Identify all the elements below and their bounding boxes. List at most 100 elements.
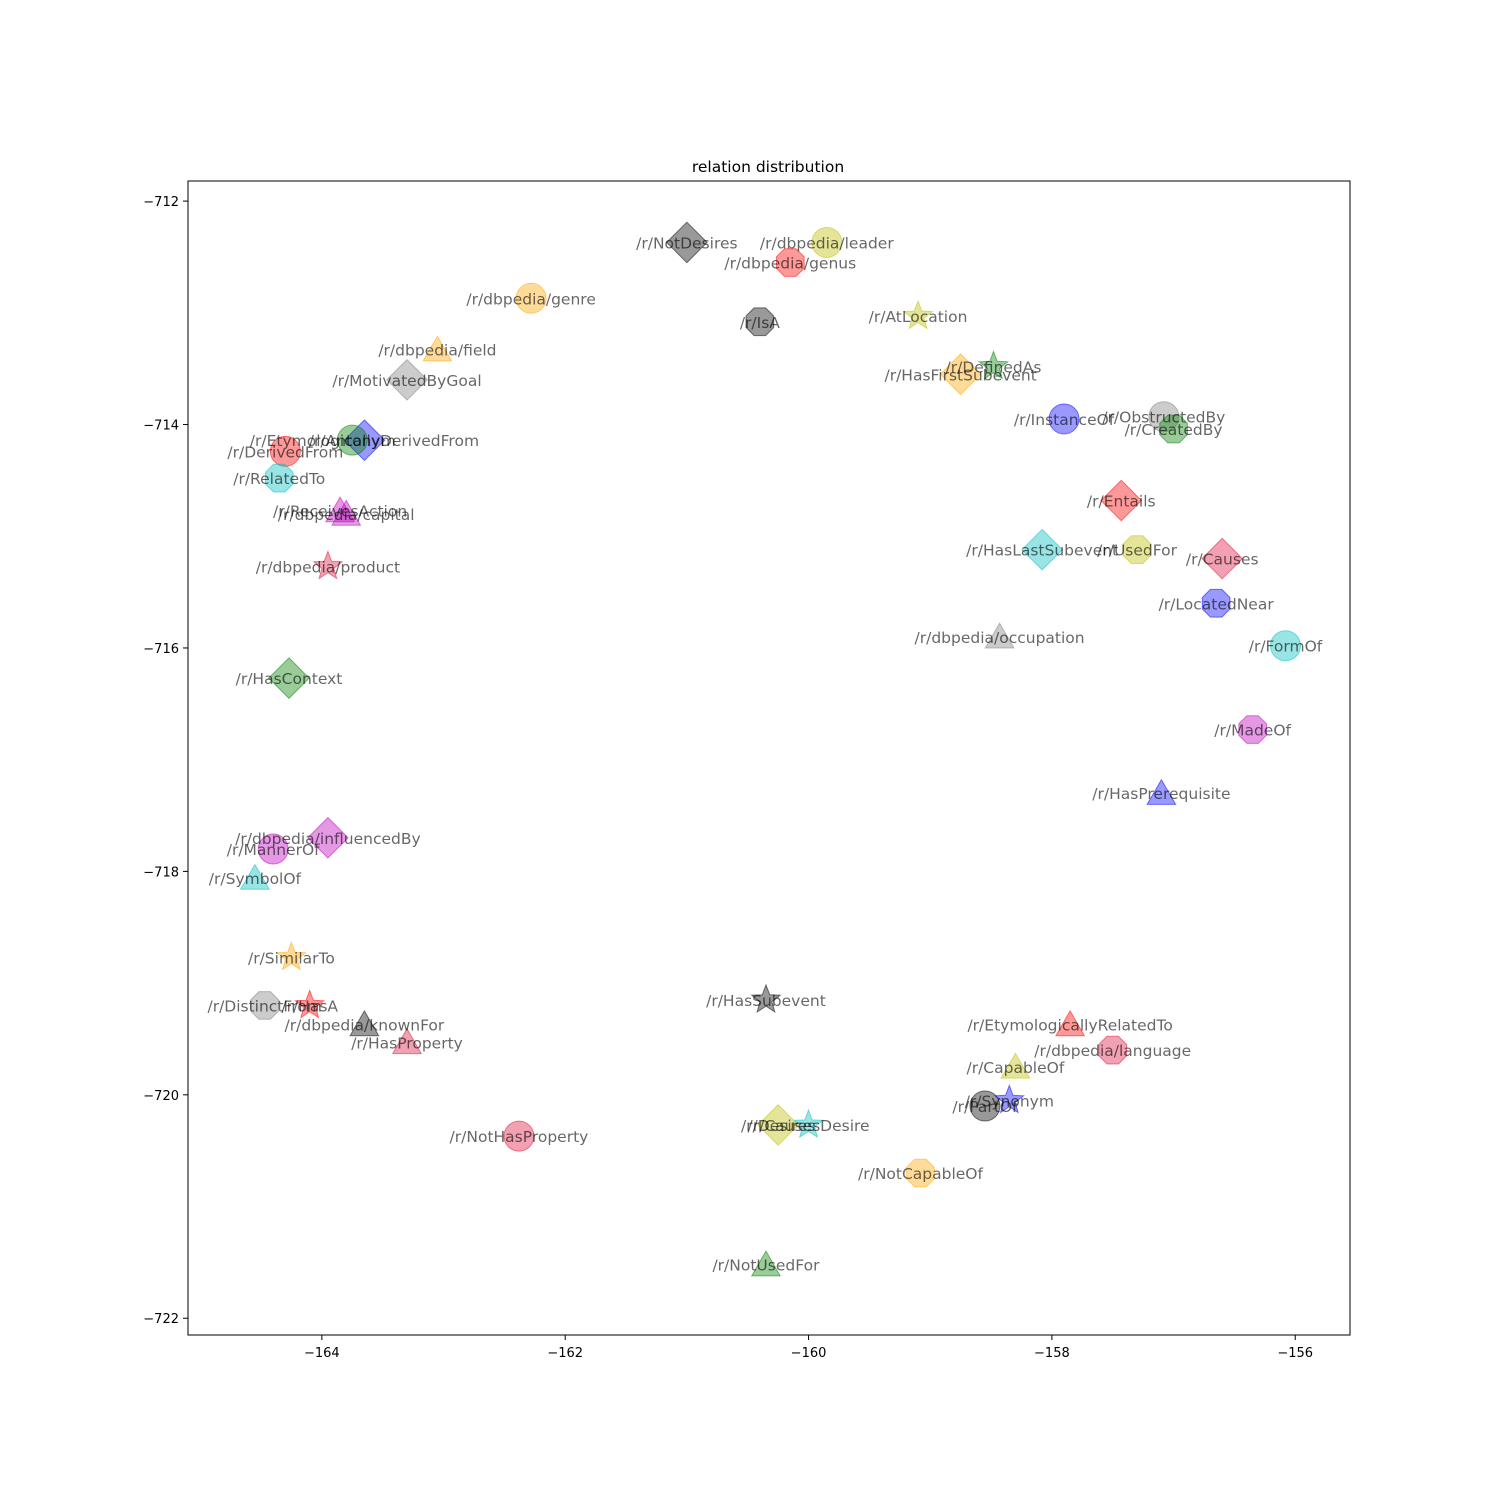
data-point [1098,1035,1128,1065]
data-point [422,335,453,362]
point-label: /r/dbpedia/genus [724,255,856,273]
data-point [984,622,1015,649]
data-point [665,221,708,264]
point-label: /r/PartOf [952,1098,1018,1116]
y-tick-label: −712 [143,195,179,210]
point-label: /r/HasLastSubevent [966,542,1118,560]
point-label: /r/LocatedNear [1159,595,1275,613]
marker-layer [239,221,1302,1277]
data-point [1146,778,1177,805]
point-label: /r/SymbolOf [209,870,302,888]
point-label: /r/HasPrerequisite [1092,785,1230,803]
point-label: /r/DistinctFrom [207,997,321,1015]
data-point [331,499,362,526]
data-point [977,349,1010,380]
data-point [750,983,782,1014]
point-label: /r/HasProperty [351,1034,463,1052]
point-label: /r/NotDesires [636,234,737,252]
data-point [757,1103,800,1146]
point-label: /r/NotUsedFor [712,1257,820,1275]
y-tick-label: −720 [143,1089,179,1104]
data-point [902,299,934,330]
point-label: /r/HasContext [236,670,343,688]
point-label: /r/SimilarTo [248,949,335,967]
data-point [386,358,429,401]
point-label: /r/MotivatedByGoal [332,372,481,390]
data-point [811,226,843,258]
x-tick-label: −162 [547,1346,583,1361]
point-label: /r/InstanceOf [1014,411,1115,429]
axis-ticks: −164 −162 −160 −158 −156 −712 −714 −716 −718 −720… [143,195,1313,1361]
point-label: /r/dbpedia/knownFor [285,1016,445,1034]
label-layer: /r/NotDesires/r/dbpedia/leader/r/dbpedia… [207,234,1322,1274]
data-point [239,863,271,890]
data-point [503,1120,535,1152]
data-point [1148,401,1180,433]
y-tick-label: −716 [143,642,179,657]
data-point [391,1027,423,1055]
data-point [515,282,547,314]
data-point [939,353,982,396]
data-point [275,940,308,971]
point-label: /r/NotHasProperty [450,1128,589,1146]
data-point [257,833,289,865]
point-label: /r/EtymologicallyDerivedFrom [250,432,479,450]
point-label: /r/HasFirstSubevent [884,366,1036,384]
data-point [1048,403,1080,435]
chart-title: relation distribution [692,158,844,176]
data-point [269,435,301,467]
point-label: /r/dbpedia/product [256,558,400,576]
data-point [1159,414,1188,444]
point-label: /r/EtymologicallyRelatedTo [967,1016,1172,1034]
data-point [1201,588,1231,618]
x-tick-label: −164 [304,1346,340,1361]
data-point [1122,535,1152,564]
point-label: /r/dbpedia/genre [466,290,596,308]
data-point [312,549,344,580]
point-label: /r/MannerOf [227,841,320,859]
point-label: /r/AtLocation [869,308,968,326]
point-label: /r/UsedFor [1097,542,1177,560]
data-point [1000,1052,1031,1079]
data-point [1100,479,1143,522]
point-label: /r/DefinedAs [946,358,1042,376]
point-label: /r/dbpedia/capital [278,506,415,524]
data-point [294,988,326,1019]
point-label: /r/FormOf [1249,638,1323,656]
data-point [750,1250,782,1277]
x-tick-label: −158 [1034,1346,1070,1361]
y-tick-label: −722 [143,1312,179,1327]
point-label: /r/dbpedia/occupation [915,629,1085,647]
data-point [1270,630,1302,662]
point-label: /r/ReceivesAction [273,503,407,521]
data-point [745,307,775,337]
data-point [349,1009,380,1037]
y-tick-label: −718 [143,865,179,880]
data-point [993,1083,1025,1114]
point-label: /r/RelatedTo [233,470,325,488]
point-label: /r/dbpedia/field [378,342,496,360]
data-point [1055,1009,1086,1037]
data-point [1238,715,1267,744]
data-point [336,424,368,456]
point-label: /r/dbpedia/leader [760,234,894,252]
point-label: /r/Entails [1087,493,1156,511]
point-label: /r/ObstructedBy [1102,409,1225,427]
plot-area [187,180,1351,1336]
point-label: /r/CausesDesire [748,1117,870,1135]
data-point [324,496,356,523]
data-point [1021,528,1064,571]
data-point [306,816,349,859]
data-point [250,991,279,1020]
point-label: /r/IsA [740,314,780,332]
data-point [775,248,805,277]
data-point [792,1108,825,1139]
point-label: /r/dbpedia/influencedBy [235,830,421,848]
point-label: /r/NotCapableOf [858,1165,984,1183]
x-tick-label: −156 [1277,1346,1313,1361]
x-tick-label: −160 [791,1346,827,1361]
point-label: /r/Desires [741,1117,815,1135]
point-label: /r/dbpedia/language [1034,1042,1191,1060]
point-label: /r/MadeOf [1214,722,1291,740]
